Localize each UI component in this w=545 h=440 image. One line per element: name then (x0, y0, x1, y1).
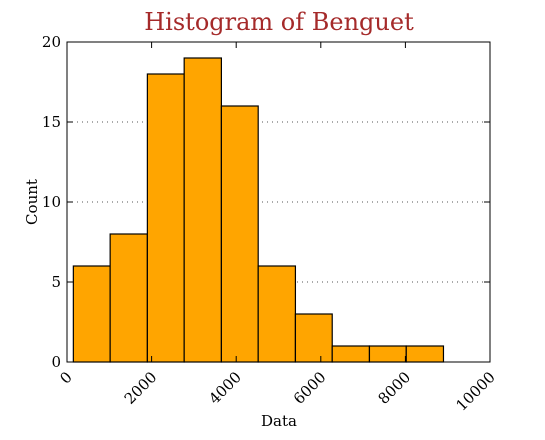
y-tick-label-5: 5 (51, 273, 61, 291)
histogram-bar-4 (183, 57, 222, 363)
histogram-bars (72, 57, 445, 363)
histogram-bar-9 (368, 345, 407, 363)
y-tick-label-0: 0 (51, 353, 61, 371)
y-tick-label-10: 10 (42, 193, 61, 211)
x-tick-label-10000: 10000 (452, 368, 498, 414)
x-tick-label-0: 0 (56, 368, 75, 387)
x-tick-label-2000: 2000 (121, 368, 161, 408)
histogram-bar-2 (109, 233, 148, 363)
x-tick-label-8000: 8000 (374, 368, 414, 408)
histogram-bar-5 (220, 105, 259, 363)
histogram-bar-3 (146, 73, 185, 363)
y-axis-label: Count (23, 179, 41, 225)
histogram-bar-10 (405, 345, 445, 363)
x-tick-label-6000: 6000 (290, 368, 330, 408)
histogram-bar-7 (294, 313, 333, 363)
y-tick-label-15: 15 (42, 113, 61, 131)
x-axis-label: Data (261, 412, 297, 430)
chart-title: Histogram of Benguet (144, 8, 414, 36)
axis-ticks (66, 41, 491, 363)
x-tick-label-4000: 4000 (205, 368, 245, 408)
histogram-bar-8 (331, 345, 371, 363)
histogram-bar-1 (72, 265, 111, 363)
y-tick-label-20: 20 (42, 33, 61, 51)
histogram-bar-6 (257, 265, 297, 363)
